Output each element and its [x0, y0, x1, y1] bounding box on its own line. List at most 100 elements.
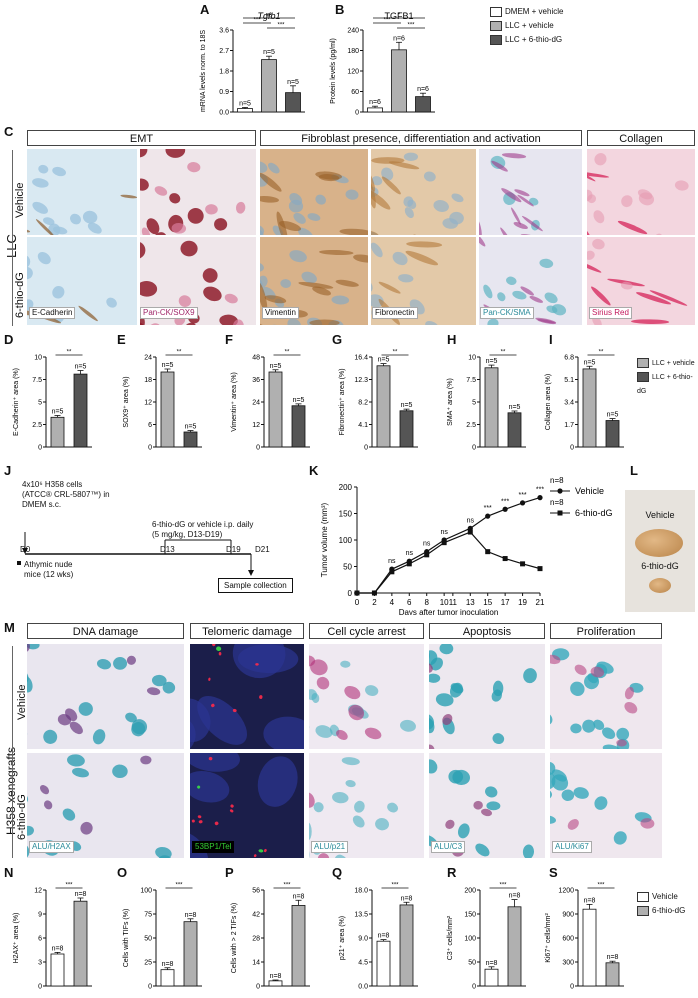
significance-label: ns — [423, 541, 431, 548]
cell-nucleus — [289, 250, 307, 263]
n-label: n=8 — [52, 945, 64, 952]
mice-label: Athymic nude mice (12 wks) — [24, 560, 73, 580]
caption-alu-h2ax: ALU/H2AX — [29, 841, 74, 853]
cell-nucleus — [258, 849, 264, 853]
cell-nucleus — [624, 701, 638, 714]
y-tick-label: 0 — [570, 984, 574, 991]
bar — [268, 371, 283, 448]
cell-nucleus — [260, 172, 282, 192]
caption-53bp1-tel: 53BP1/Tel — [192, 841, 235, 853]
micrograph-m-vehicle — [429, 644, 545, 749]
cell-nucleus — [140, 755, 152, 765]
cell-nucleus — [202, 268, 218, 283]
n-label: n=6 — [417, 86, 429, 93]
cell-nucleus — [263, 716, 304, 749]
y-tick-label: 200 — [464, 888, 476, 895]
cell-nucleus — [276, 211, 288, 235]
cell-nucleus — [52, 166, 66, 177]
panel-m-row2-label: 6-thio-dG — [16, 794, 28, 840]
x-tick-label: 8 — [424, 598, 429, 607]
bar — [399, 410, 414, 448]
cell-nucleus — [38, 164, 49, 174]
cell-nucleus — [425, 320, 440, 325]
cell-nucleus — [307, 213, 321, 221]
cell-nucleus — [219, 314, 238, 325]
y-tick-label: 2.5 — [466, 422, 476, 429]
y-tick-label: 3 — [38, 960, 42, 967]
cell-nucleus — [429, 718, 435, 734]
y-tick-label: 0.0 — [358, 984, 368, 991]
cell-nucleus — [449, 682, 463, 698]
panel-j-treat2: (5 mg/kg, D13-D19) — [152, 530, 223, 539]
cell-nucleus — [268, 162, 280, 174]
y-tick-label: 5 — [38, 400, 42, 407]
cell-nucleus — [550, 771, 556, 790]
bar — [291, 405, 306, 448]
cell-nucleus — [260, 195, 279, 203]
cell-nucleus — [212, 644, 216, 647]
bar — [376, 940, 391, 987]
cell-nucleus — [602, 727, 616, 740]
cell-nucleus — [501, 153, 527, 159]
cell-nucleus — [180, 240, 198, 257]
y-tick-label: 100 — [339, 536, 353, 545]
cell-nucleus — [405, 250, 439, 266]
significance-label: *** — [383, 18, 391, 24]
cell-nucleus — [485, 786, 498, 798]
cell-nucleus — [483, 284, 493, 299]
panel-j-line3: DMEM s.c. — [22, 500, 62, 509]
cell-nucleus — [317, 853, 330, 858]
cell-nucleus — [371, 171, 376, 192]
cell-nucleus — [371, 229, 379, 235]
cell-nucleus — [365, 685, 379, 696]
chart-o: Cells with TIFs (%) 0 25 50 75 100 n=8 n=8 *** — [123, 883, 202, 991]
cell-nucleus — [674, 180, 689, 191]
y-tick-label: 25 — [144, 960, 152, 967]
n-label: n=5 — [401, 402, 413, 409]
cell-nucleus — [272, 225, 284, 235]
n-label: n=5 — [270, 363, 282, 370]
cell-nucleus — [229, 809, 234, 813]
bar — [50, 953, 65, 987]
cell-nucleus — [232, 644, 286, 679]
header-apoptosis: Apoptosis — [429, 623, 545, 639]
data-point — [371, 590, 377, 596]
n-label: n=5 — [75, 364, 87, 371]
x-tick-label: 21 — [536, 598, 545, 607]
panel-label-i: I — [549, 332, 553, 347]
cell-nucleus — [353, 254, 368, 263]
bar — [507, 412, 522, 448]
y-tick-label: 13.5 — [354, 912, 368, 919]
y-tick-label: 36 — [252, 377, 260, 384]
n-label: n=8 — [293, 893, 305, 900]
significance-label: *** — [283, 883, 291, 889]
cell-nucleus — [584, 674, 600, 690]
cell-nucleus — [253, 854, 257, 858]
bar — [484, 968, 499, 987]
cell-nucleus — [398, 274, 414, 283]
cell-nucleus — [96, 659, 112, 670]
header-fibroblast: Fibroblast presence, differentiation and… — [260, 130, 582, 146]
chart-g: Fibronectin⁺ area (%) 0 4.1 8.2 12.3 16.4 n=5 n… — [339, 350, 418, 452]
cell-nucleus — [57, 714, 72, 726]
legend-swatch — [490, 6, 502, 17]
data-point — [502, 556, 508, 562]
cell-nucleus — [637, 189, 653, 200]
y-tick-label: 1.7 — [564, 422, 574, 429]
bracket-line — [12, 150, 14, 326]
significance-label: * — [398, 13, 401, 19]
cell-nucleus — [621, 195, 633, 208]
cell-nucleus — [475, 843, 490, 857]
chart-s: Ki67⁺ cells/mm² 0 300 600 900 1200 n=8 n=8 *** — [545, 883, 624, 991]
significance-label: ** — [501, 350, 506, 356]
significance-label: *** — [277, 23, 285, 29]
y-tick-label: 75 — [144, 912, 152, 919]
cell-nucleus — [311, 692, 320, 703]
square-marker — [17, 561, 21, 565]
cell-nucleus — [69, 721, 83, 735]
micrograph-m-vehicle — [190, 644, 304, 749]
significance-label: *** — [175, 883, 183, 889]
cell-nucleus — [332, 792, 349, 804]
cell-nucleus — [214, 218, 228, 231]
cell-nucleus — [67, 754, 85, 767]
